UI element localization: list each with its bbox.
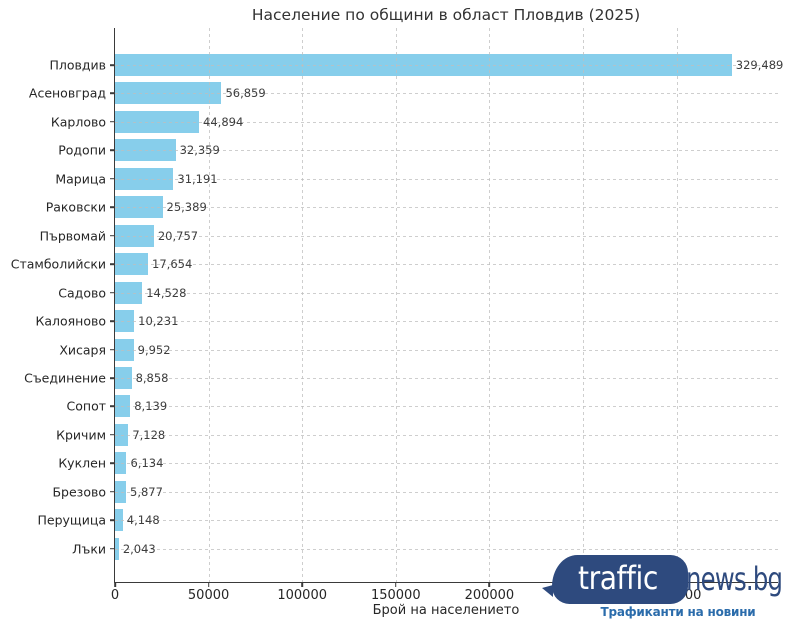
y-tick-mark <box>110 405 115 408</box>
bar-value-label: 20,757 <box>157 228 199 243</box>
grid-line-horizontal <box>115 207 778 209</box>
logo-suffix-text: news.bg <box>686 560 783 598</box>
y-tick-mark <box>110 377 115 379</box>
y-axis-label: Първомай <box>39 228 106 244</box>
y-axis-label: Раковски <box>45 199 106 215</box>
grid-line-horizontal <box>115 520 778 522</box>
bar-value-label: 7,128 <box>132 427 166 442</box>
grid-line-vertical <box>208 28 210 582</box>
logo-speech-bubble: traffic <box>552 555 688 604</box>
y-tick-mark <box>110 121 115 123</box>
grid-line-horizontal <box>115 463 778 465</box>
grid-line-horizontal <box>115 150 778 152</box>
bar-value-label: 5,877 <box>130 484 163 499</box>
y-tick-mark <box>110 92 115 95</box>
y-tick-mark <box>110 547 115 550</box>
y-tick-mark <box>110 263 115 265</box>
grid-line-vertical <box>676 28 678 582</box>
grid-line-horizontal <box>115 65 778 66</box>
y-axis-label: Сопот <box>66 398 106 414</box>
bar-value-label: 25,389 <box>166 200 207 215</box>
y-axis-label: Родопи <box>58 142 106 158</box>
y-axis-label: Куклен <box>58 455 106 471</box>
bar-value-label: 17,654 <box>152 257 193 272</box>
y-tick-mark <box>110 434 115 436</box>
plot-area: 050000100000150000200000250000300000Плов… <box>11 28 783 603</box>
y-tick-mark <box>110 291 115 294</box>
y-tick-mark <box>110 320 115 322</box>
grid-line-horizontal <box>115 491 778 493</box>
grid-line-vertical <box>395 28 397 582</box>
y-axis-label: Перущица <box>37 512 107 528</box>
grid-line-horizontal <box>115 121 778 123</box>
y-tick-mark <box>110 64 115 66</box>
x-tick-label: 200000 <box>464 588 515 603</box>
grid-line-horizontal <box>115 264 778 266</box>
logo-bubble-text: traffic <box>578 559 658 597</box>
y-tick-mark <box>110 462 115 465</box>
y-axis-label: Стамболийски <box>10 256 106 272</box>
y-axis-label: Кричим <box>56 427 106 443</box>
grid-line-horizontal <box>115 377 778 379</box>
bar-value-label: 329,489 <box>735 58 784 72</box>
bar-value-label: 8,858 <box>135 370 169 385</box>
grid-line-horizontal <box>115 321 778 323</box>
x-tick-mark <box>395 582 397 587</box>
grid-line-horizontal <box>115 548 778 550</box>
bar-value-label: 2,043 <box>122 541 156 556</box>
bar-value-label: 31,191 <box>177 171 218 186</box>
bar-value-label: 56,859 <box>225 86 266 101</box>
y-tick-mark <box>110 178 115 180</box>
bar-value-label: 32,359 <box>179 143 220 158</box>
bar-value-label: 44,894 <box>203 114 244 129</box>
x-tick-label: 50000 <box>187 588 230 603</box>
bar-value-label: 9,952 <box>137 342 171 357</box>
bar-value-label: 8,139 <box>134 399 168 414</box>
x-tick-mark <box>207 582 210 587</box>
y-tick-mark <box>110 519 115 521</box>
grid-line-horizontal <box>115 178 778 180</box>
x-tick-mark <box>301 582 303 587</box>
x-tick-label: 150000 <box>370 588 421 603</box>
y-axis-label: Асеновград <box>28 85 106 101</box>
chart-title: Население по общини в област Пловдив (20… <box>251 6 641 24</box>
logo-tagline: Трафиканти на новини <box>600 605 756 619</box>
x-tick-mark <box>488 582 491 587</box>
grid-line-vertical <box>583 28 584 582</box>
y-axis-label: Пловдив <box>49 57 106 73</box>
y-axis-label: Марица <box>55 171 106 187</box>
x-axis-title: Брой на населението <box>372 603 520 618</box>
y-axis-label: Съединение <box>24 370 106 386</box>
x-tick-label: 0 <box>110 588 120 603</box>
grid-line-vertical <box>489 28 491 582</box>
y-axis-label: Калояново <box>35 313 106 329</box>
bar-value-label: 6,134 <box>130 456 164 471</box>
bar-value-label: 10,231 <box>138 314 179 329</box>
grid-line-horizontal <box>115 406 778 408</box>
grid-line-horizontal <box>115 93 778 95</box>
y-axis-label: Брезово <box>52 484 106 500</box>
logo-bubble-tail-icon <box>542 585 553 597</box>
grid-line-horizontal <box>115 235 778 237</box>
x-tick-mark <box>114 582 116 587</box>
grid-line-horizontal <box>115 292 778 294</box>
y-tick-mark <box>110 348 115 351</box>
y-tick-mark <box>110 490 115 493</box>
y-tick-mark <box>110 234 115 237</box>
grid-line-horizontal <box>115 434 778 436</box>
y-tick-mark <box>110 149 115 152</box>
y-axis-label: Садово <box>58 285 106 301</box>
bar-value-label: 14,528 <box>146 285 187 300</box>
bar-value-label: 4,148 <box>126 513 160 528</box>
y-tick-mark <box>110 206 115 209</box>
grid-line-vertical <box>302 28 304 582</box>
y-axis-label: Хисаря <box>59 342 106 357</box>
grid-line-horizontal <box>115 349 778 351</box>
y-axis-label: Лъки <box>72 541 106 557</box>
y-axis-label: Карлово <box>50 114 106 130</box>
x-tick-label: 100000 <box>277 588 328 603</box>
